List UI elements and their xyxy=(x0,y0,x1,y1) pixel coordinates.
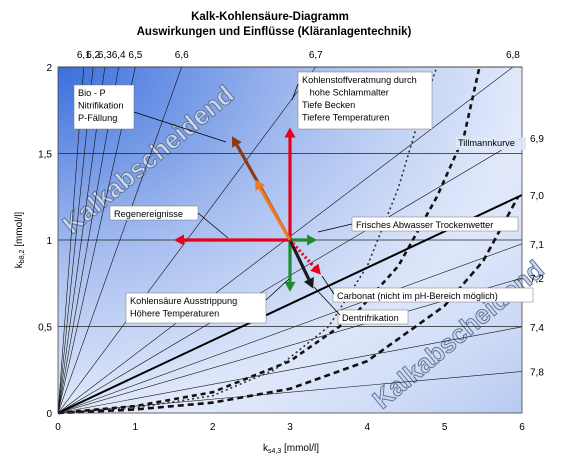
annotation-kohlenstoff-line-2: Tiefe Becken xyxy=(302,100,355,110)
annotation-regen: Regenereignisse xyxy=(109,205,199,221)
ph-label-11: 7,2 xyxy=(530,274,544,285)
arrow-kohlensaeure-ausstrippung-2 xyxy=(284,240,296,292)
annotation-denitrifikation: Dentrifrikation xyxy=(337,309,409,325)
arrow-head xyxy=(255,179,265,191)
arrow-nitrifikation xyxy=(255,179,292,241)
arrow-head xyxy=(284,281,296,292)
annotation-bio-p: Bio - P Nitrifikation P-Fällung xyxy=(73,84,135,130)
annotation-kohlenstoff-line-1: hohe Schlammalter xyxy=(302,88,389,98)
annotation-carbonat-box xyxy=(332,287,534,303)
x-tick-2: 2 xyxy=(210,422,216,433)
ph-label-3: 6,4 xyxy=(112,50,126,61)
y-axis-label: kb8,2 [mmol/l] xyxy=(14,212,26,269)
leader-regen xyxy=(197,212,229,239)
annotation-ausstrippung-box xyxy=(125,292,267,324)
arrow-head xyxy=(310,263,321,275)
ph-label-2: 6,3 xyxy=(98,50,112,61)
x-tick-3: 3 xyxy=(287,422,293,433)
x-axis-label: ks4,3 [mmol/l] xyxy=(263,443,319,455)
arrow-kohlensaeure-ausstrippung xyxy=(290,234,318,246)
annotation-ausstrippung-line-1: Höhere Temperaturen xyxy=(130,309,219,319)
ph-label-9: 7,0 xyxy=(530,191,544,202)
annotation-kohlenstoff-box xyxy=(297,71,433,130)
x-tick-labels: 0 1 2 3 4 5 6 xyxy=(55,422,525,433)
ph-labels: 6,16,26,3 6,4 6,5 6,6 6,7 6,8 6,9 7,0 7,1 7,2 7,4 7… xyxy=(77,50,545,378)
saturation-curve-2 xyxy=(57,196,520,415)
annotation-kohlenstoff: Kohlenstoffveratmung durch hohe Schlamma… xyxy=(297,71,433,130)
annotation-bio-p-line-2: P-Fällung xyxy=(78,113,117,123)
ph-label-0: 6,1 xyxy=(77,50,91,61)
leader-ausstrippung xyxy=(265,278,290,301)
leader-bio-p xyxy=(133,111,227,143)
arrow-head xyxy=(307,234,318,246)
annotation-abwasser-line-0: Frisches Abwasser Trockenwetter xyxy=(356,220,493,230)
annotation-kohlenstoff-line-3: Tiefere Temperaturen xyxy=(302,113,389,123)
annotation-denitrifikation-box xyxy=(337,309,409,325)
x-tick-5: 5 xyxy=(442,422,448,433)
plot-frame xyxy=(57,66,523,414)
annotation-carbonat-line-0: Carbonat (nicht im pH-Bereich möglich) xyxy=(337,291,498,301)
x-tick-0: 0 xyxy=(55,422,61,433)
annotation-ausstrippung: Kohlensäure Ausstrippung Höhere Temperatu… xyxy=(125,292,267,324)
saturation-curve-1 xyxy=(57,66,438,414)
y-tick-1: 0,5 xyxy=(38,323,52,334)
raw-water-line xyxy=(57,194,523,414)
arrow-regenereignisse xyxy=(174,234,290,246)
annotation-carbonat: Carbonat (nicht im pH-Bereich möglich) xyxy=(332,287,534,303)
leader-abwasser xyxy=(317,223,353,233)
annotation-kohlenstoff-line-0: Kohlenstoffveratmung durch xyxy=(302,75,417,85)
y-tick-4: 2 xyxy=(46,63,52,74)
arrow-kohlenstoffveratmung xyxy=(284,127,296,240)
ph-isoline-12 xyxy=(57,326,523,414)
arrow-shaft xyxy=(288,238,316,269)
ph-label-13: 7,8 xyxy=(530,367,544,378)
x-tick-1: 1 xyxy=(133,422,139,433)
annotation-tillmann: Tillmannkurve xyxy=(458,138,515,148)
arrow-head xyxy=(284,127,296,138)
arrow-carbonat xyxy=(288,238,321,275)
x-tick-4: 4 xyxy=(365,422,371,433)
x-tick-6: 6 xyxy=(519,422,525,433)
ph-label-4: 6,5 xyxy=(128,50,142,61)
leader-kohlenstoff xyxy=(291,83,299,101)
ph-isoline-5 xyxy=(57,66,183,414)
annotation-abwasser: Frisches Abwasser Trockenwetter xyxy=(351,216,519,232)
annotation-ausstrippung-line-0: Kohlensäure Ausstrippung xyxy=(130,296,237,306)
ph-isoline-13 xyxy=(57,371,523,414)
chart-title: Kalk-Kohlensäure-Diagramm xyxy=(191,11,349,23)
ph-isoline-10 xyxy=(57,243,523,414)
arrow-head xyxy=(303,277,314,289)
ph-label-10: 7,1 xyxy=(530,240,544,251)
annotation-denitrifikation-line-0: Dentrifrikation xyxy=(342,313,399,323)
annotation-bio-p-line-0: Bio - P xyxy=(78,88,106,98)
ph-label-6: 6,7 xyxy=(309,50,323,61)
ph-label-12: 7,4 xyxy=(530,323,544,334)
arrow-head xyxy=(174,234,184,246)
ph-label-1: 6,2 xyxy=(86,50,100,61)
y-tick-2: 1 xyxy=(46,236,52,247)
chart-subtitle: Auswirkungen und Einflüsse (Kläranlagent… xyxy=(137,26,412,38)
leader-carbonat xyxy=(321,275,335,295)
ph-label-8: 6,9 xyxy=(530,134,544,145)
arrows-layer xyxy=(174,127,321,292)
annotation-bio-p-line-1: Nitrifikation xyxy=(78,101,123,111)
leader-denitrifikation xyxy=(313,286,341,316)
arrow-denitrifikation xyxy=(288,239,314,289)
annotation-tillmann-bg xyxy=(456,137,526,150)
ph-label-7: 6,8 xyxy=(506,50,520,61)
y-tick-labels: 0 0,5 1 1,5 2 xyxy=(38,63,52,420)
annotation-regen-line-0: Regenereignisse xyxy=(114,209,183,219)
ph-label-5: 6,6 xyxy=(175,50,189,61)
y-tick-3: 1,5 xyxy=(38,150,52,161)
y-tick-0: 0 xyxy=(46,409,52,420)
annotations-layer: Bio - P Nitrifikation P-Fällung Kohlenstoff… xyxy=(73,71,534,325)
annotation-bio-p-box xyxy=(73,84,135,130)
arrow-head xyxy=(232,136,242,148)
arrow-shaft xyxy=(258,187,292,241)
arrow-shaft xyxy=(288,239,311,281)
